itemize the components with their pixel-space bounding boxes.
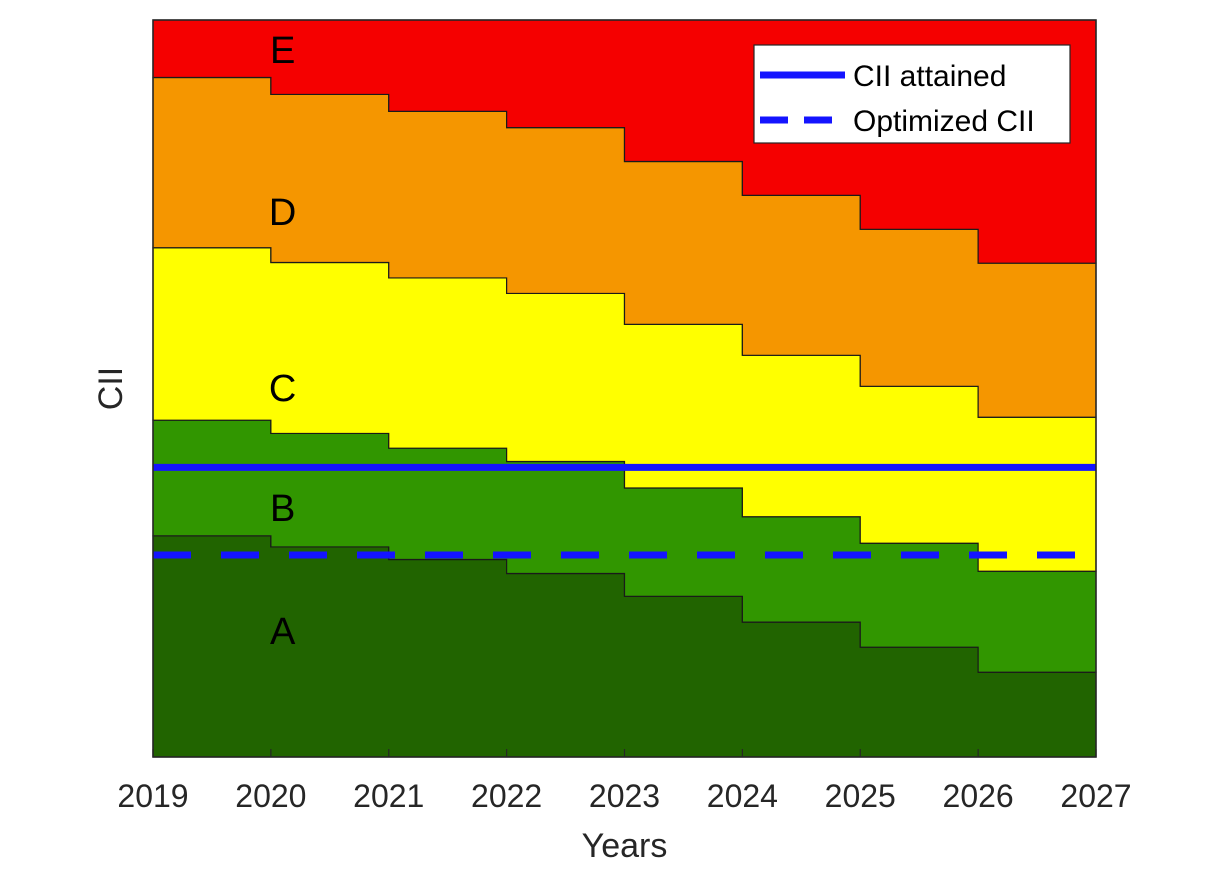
band-label-e: E [270, 30, 295, 72]
x-tick-label: 2019 [117, 778, 188, 814]
band-label-c: C [269, 368, 296, 410]
x-axis-ticks: 2019 2020 2021 2022 2023 2024 2025 2026 2027 [117, 749, 1132, 814]
legend-label-optimized-cii: Optimized CII [853, 105, 1035, 138]
x-axis-label: Years [582, 827, 668, 865]
x-tick-label: 2024 [707, 778, 778, 814]
legend-label-cii-attained: CII attained [853, 60, 1006, 93]
plot-area [152, 19, 1097, 758]
x-tick-label: 2020 [235, 778, 306, 814]
rating-bands [152, 19, 1097, 758]
legend-box [753, 44, 1071, 144]
band-label-b: B [270, 488, 295, 530]
legend: CII attained Optimized CII [753, 44, 1071, 144]
band-label-d: D [269, 192, 296, 234]
x-tick-label: 2023 [589, 778, 660, 814]
x-tick-label: 2025 [825, 778, 896, 814]
x-tick-label: 2022 [471, 778, 542, 814]
band-labels: A B C D E [269, 30, 296, 653]
series-lines [153, 463, 1096, 559]
band-label-a: A [270, 611, 296, 653]
y-axis-label: CII [92, 367, 130, 410]
x-tick-label: 2021 [353, 778, 424, 814]
x-tick-label: 2027 [1060, 778, 1131, 814]
x-tick-label: 2026 [943, 778, 1014, 814]
